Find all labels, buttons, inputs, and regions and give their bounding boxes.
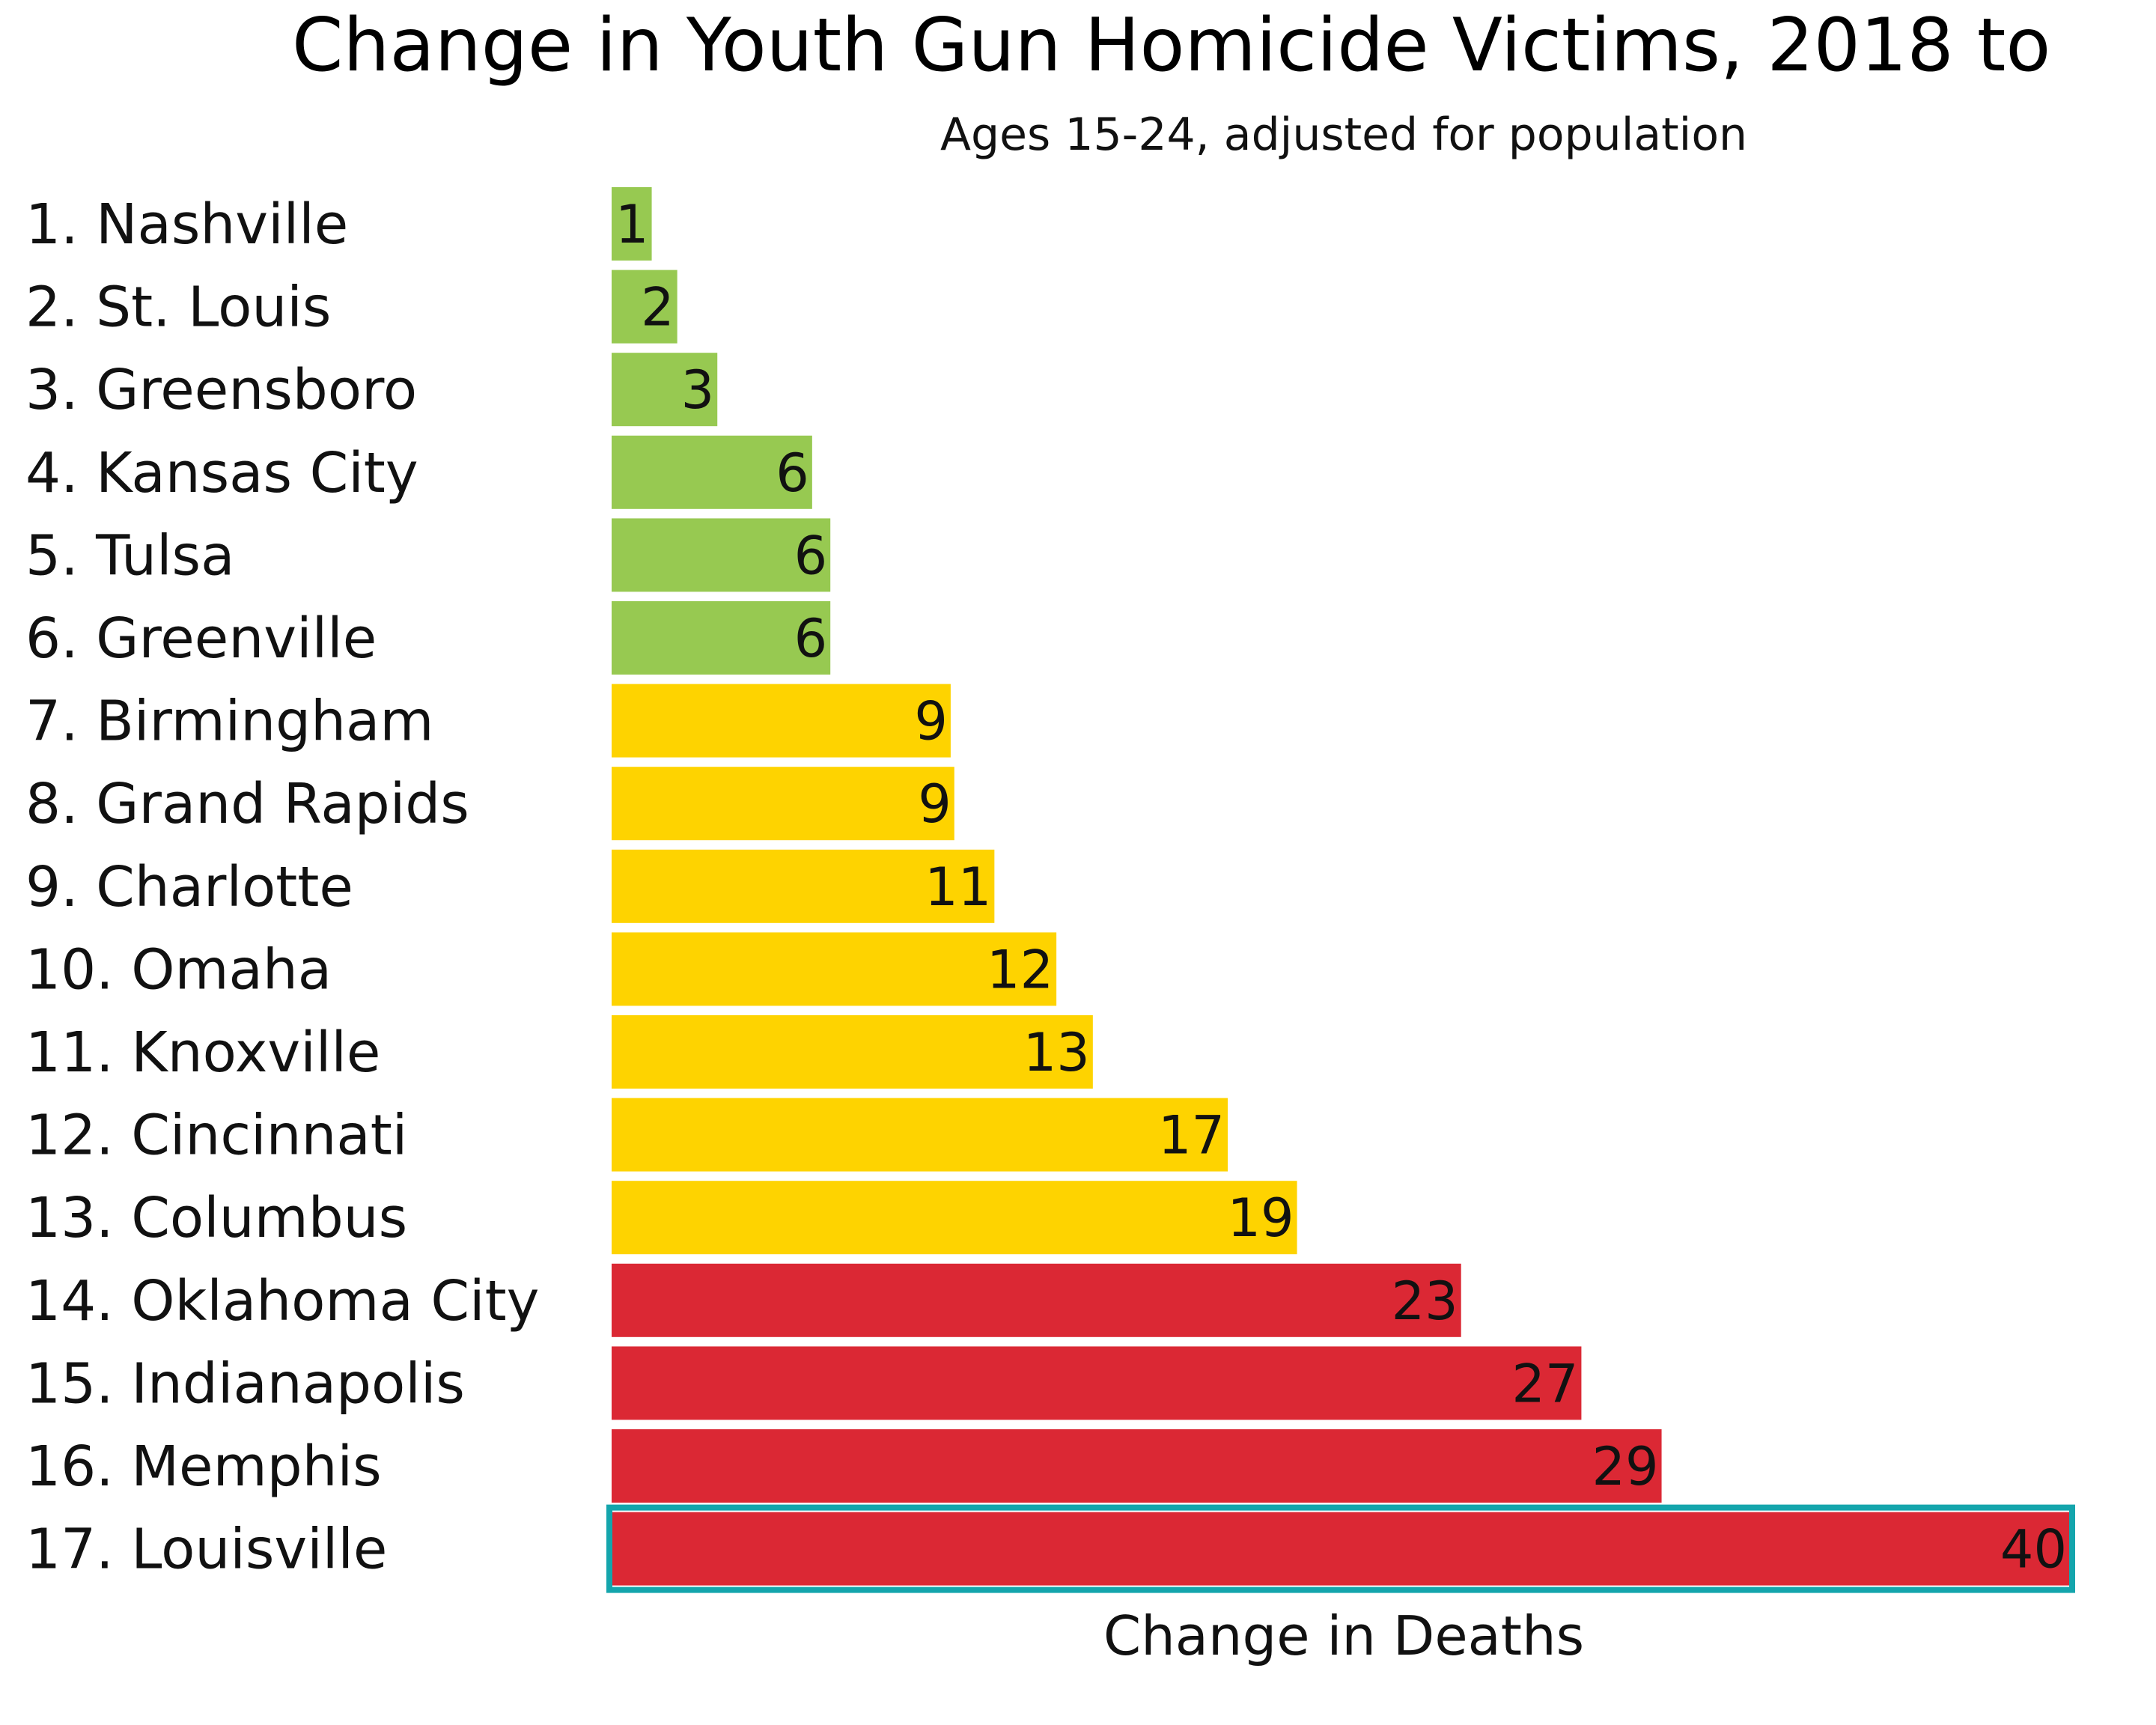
bar-6	[612, 684, 951, 758]
value-label-11: 17	[1158, 1105, 1225, 1166]
category-label-13: 14. Oklahoma City	[25, 1269, 539, 1333]
value-label-13: 23	[1392, 1271, 1458, 1332]
bar-7	[612, 767, 954, 841]
value-label-4: 6	[794, 525, 828, 586]
category-label-11: 12. Cincinnati	[25, 1104, 407, 1168]
value-label-9: 12	[987, 939, 1053, 1000]
value-label-3: 6	[776, 442, 809, 504]
bar-16	[612, 1512, 2070, 1586]
bar-4	[612, 518, 831, 592]
chart-title: Change in Youth Gun Homicide Victims, 20…	[292, 3, 2050, 88]
value-label-6: 9	[914, 691, 948, 752]
category-label-5: 6. Greenville	[25, 606, 377, 671]
value-label-16: 40	[2000, 1519, 2067, 1581]
category-label-6: 7. Birmingham	[25, 690, 433, 754]
category-label-4: 5. Tulsa	[25, 523, 234, 588]
bar-3	[612, 435, 812, 509]
bar-group: 1. Nashville 1 2. St. Louis 2 3. Greensboro 3…	[25, 187, 2075, 1593]
value-label-1: 2	[641, 277, 674, 338]
value-label-8: 11	[925, 857, 991, 918]
chart-subtitle: Ages 15-24, adjusted for population	[940, 109, 1747, 161]
bar-8	[612, 849, 995, 923]
category-label-7: 8. Grand Rapids	[25, 772, 469, 836]
x-axis-label: Change in Deaths	[1103, 1604, 1584, 1667]
value-label-12: 19	[1227, 1187, 1294, 1249]
bar-10	[612, 1015, 1093, 1089]
value-label-7: 9	[918, 773, 951, 835]
bar-15	[612, 1429, 1662, 1503]
value-label-0: 1	[615, 194, 649, 255]
bar-13	[612, 1263, 1461, 1337]
category-label-2: 3. Greensboro	[25, 358, 417, 422]
category-label-12: 13. Columbus	[25, 1186, 407, 1250]
category-label-14: 15. Indianapolis	[25, 1351, 465, 1416]
category-label-15: 16. Memphis	[25, 1435, 382, 1499]
bar-14	[612, 1346, 1582, 1420]
value-label-15: 29	[1592, 1436, 1658, 1497]
value-label-2: 3	[681, 359, 715, 421]
value-label-14: 27	[1511, 1353, 1578, 1414]
bar-1	[612, 270, 677, 344]
category-label-16: 17. Louisville	[25, 1518, 387, 1582]
category-label-8: 9. Charlotte	[25, 855, 353, 919]
highlight-outline	[606, 1504, 2075, 1593]
category-label-10: 11. Knoxville	[25, 1020, 380, 1085]
bar-9	[612, 932, 1057, 1006]
value-label-10: 13	[1023, 1022, 1090, 1083]
category-label-9: 10. Omaha	[25, 937, 332, 1002]
bar-0	[612, 187, 652, 261]
value-label-5: 6	[794, 608, 828, 669]
category-label-1: 2. St. Louis	[25, 276, 331, 340]
category-label-3: 4. Kansas City	[25, 441, 418, 505]
bar-11	[612, 1098, 1228, 1172]
bar-12	[612, 1181, 1297, 1255]
category-label-0: 1. Nashville	[25, 192, 348, 257]
bar-5	[612, 601, 831, 675]
bar-2	[612, 353, 718, 427]
